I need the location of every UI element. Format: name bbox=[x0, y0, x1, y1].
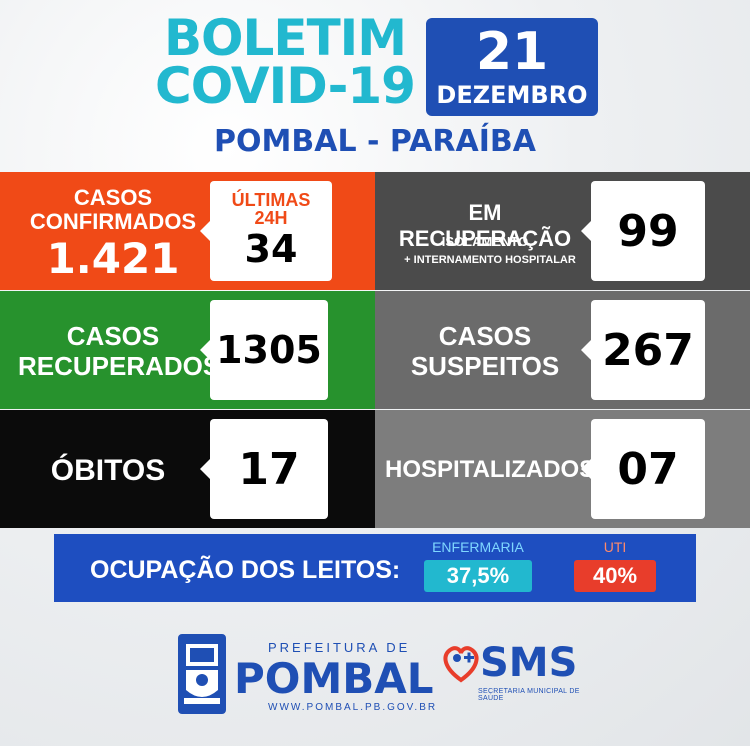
recovering-panel: EM RECUPERAÇÃO ISOLAMENTO + INTERNAMENTO… bbox=[375, 172, 750, 290]
prefeitura-website: WWW.POMBAL.PB.GOV.BR bbox=[268, 702, 438, 713]
last24h-label-line2: 24H bbox=[254, 208, 288, 228]
date-day: 21 bbox=[475, 22, 549, 82]
deaths-panel: ÓBITOS 17 bbox=[0, 410, 375, 528]
icu-value: 40% bbox=[574, 560, 656, 592]
confirmed-value: 1.421 bbox=[46, 234, 180, 283]
sms-logo: SMS SECRETARIA MUNICIPAL DE SAÚDE bbox=[440, 640, 580, 710]
bed-occupancy-bar: OCUPAÇÃO DOS LEITOS: ENFERMARIA 37,5% UT… bbox=[54, 534, 696, 602]
prefeitura-logo: PREFEITURA DE POMBAL WWW.POMBAL.PB.GOV.B… bbox=[176, 634, 435, 718]
coat-of-arms-icon bbox=[178, 634, 226, 714]
sms-subtitle: SECRETARIA MUNICIPAL DE SAÚDE bbox=[478, 688, 580, 702]
icu-label: UTI bbox=[603, 539, 627, 555]
confirmed-label-line1: CASOS bbox=[73, 185, 153, 210]
ward-label: ENFERMARIA bbox=[432, 539, 524, 555]
date-badge: 21 DEZEMBRO bbox=[426, 18, 598, 116]
last24h-box: ÚLTIMAS 24H 34 bbox=[200, 181, 332, 281]
last24h-value: 34 bbox=[244, 227, 298, 271]
suspected-label-line2: SUSPEITOS bbox=[410, 351, 560, 381]
prefeitura-small-text: PREFEITURA DE bbox=[268, 640, 411, 655]
recovering-sub2: + INTERNAMENTO HOSPITALAR bbox=[404, 254, 576, 266]
hospitalized-label: HOSPITALIZADOS bbox=[385, 456, 596, 483]
ward-value: 37,5% bbox=[424, 560, 532, 592]
suspected-value: 267 bbox=[581, 300, 705, 400]
title-line-1: BOLETIM bbox=[163, 9, 407, 67]
confirmed-panel: CASOS CONFIRMADOS 1.421 ÚLTIMAS 24H 34 bbox=[0, 172, 375, 290]
hospitalized-value: 07 bbox=[581, 419, 705, 519]
deaths-label: ÓBITOS bbox=[50, 454, 166, 487]
confirmed-label-line2: CONFIRMADOS bbox=[29, 209, 197, 234]
recovered-value: 1305 bbox=[200, 300, 328, 400]
bed-occupancy-label: OCUPAÇÃO DOS LEITOS: bbox=[90, 556, 401, 584]
suspected-label-line1: CASOS bbox=[438, 321, 532, 351]
last24h-label-line1: ÚLTIMAS bbox=[231, 190, 311, 210]
suspected-panel: CASOS SUSPEITOS 267 bbox=[375, 291, 750, 409]
title-line-2: COVID-19 bbox=[155, 57, 416, 115]
recovering-label: EM RECUPERAÇÃO bbox=[398, 200, 572, 251]
location-label: POMBAL - PARAÍBA bbox=[214, 124, 536, 159]
recovering-value: 99 bbox=[581, 181, 705, 281]
hospitalized-panel: HOSPITALIZADOS 07 bbox=[375, 410, 750, 528]
prefeitura-big-text: POMBAL bbox=[234, 654, 434, 703]
recovered-label-line1: CASOS bbox=[66, 321, 160, 351]
bulletin-title: BOLETIM COVID-19 bbox=[150, 9, 420, 115]
deaths-value: 17 bbox=[200, 419, 328, 519]
date-month: DEZEMBRO bbox=[436, 81, 588, 109]
heart-cross-icon bbox=[443, 646, 479, 683]
recovering-sub1: ISOLAMENTO bbox=[441, 234, 529, 249]
recovered-panel: CASOS RECUPERADOS 1305 bbox=[0, 291, 375, 409]
recovered-label-line2: RECUPERADOS bbox=[18, 351, 221, 381]
sms-text: SMS bbox=[480, 640, 578, 686]
